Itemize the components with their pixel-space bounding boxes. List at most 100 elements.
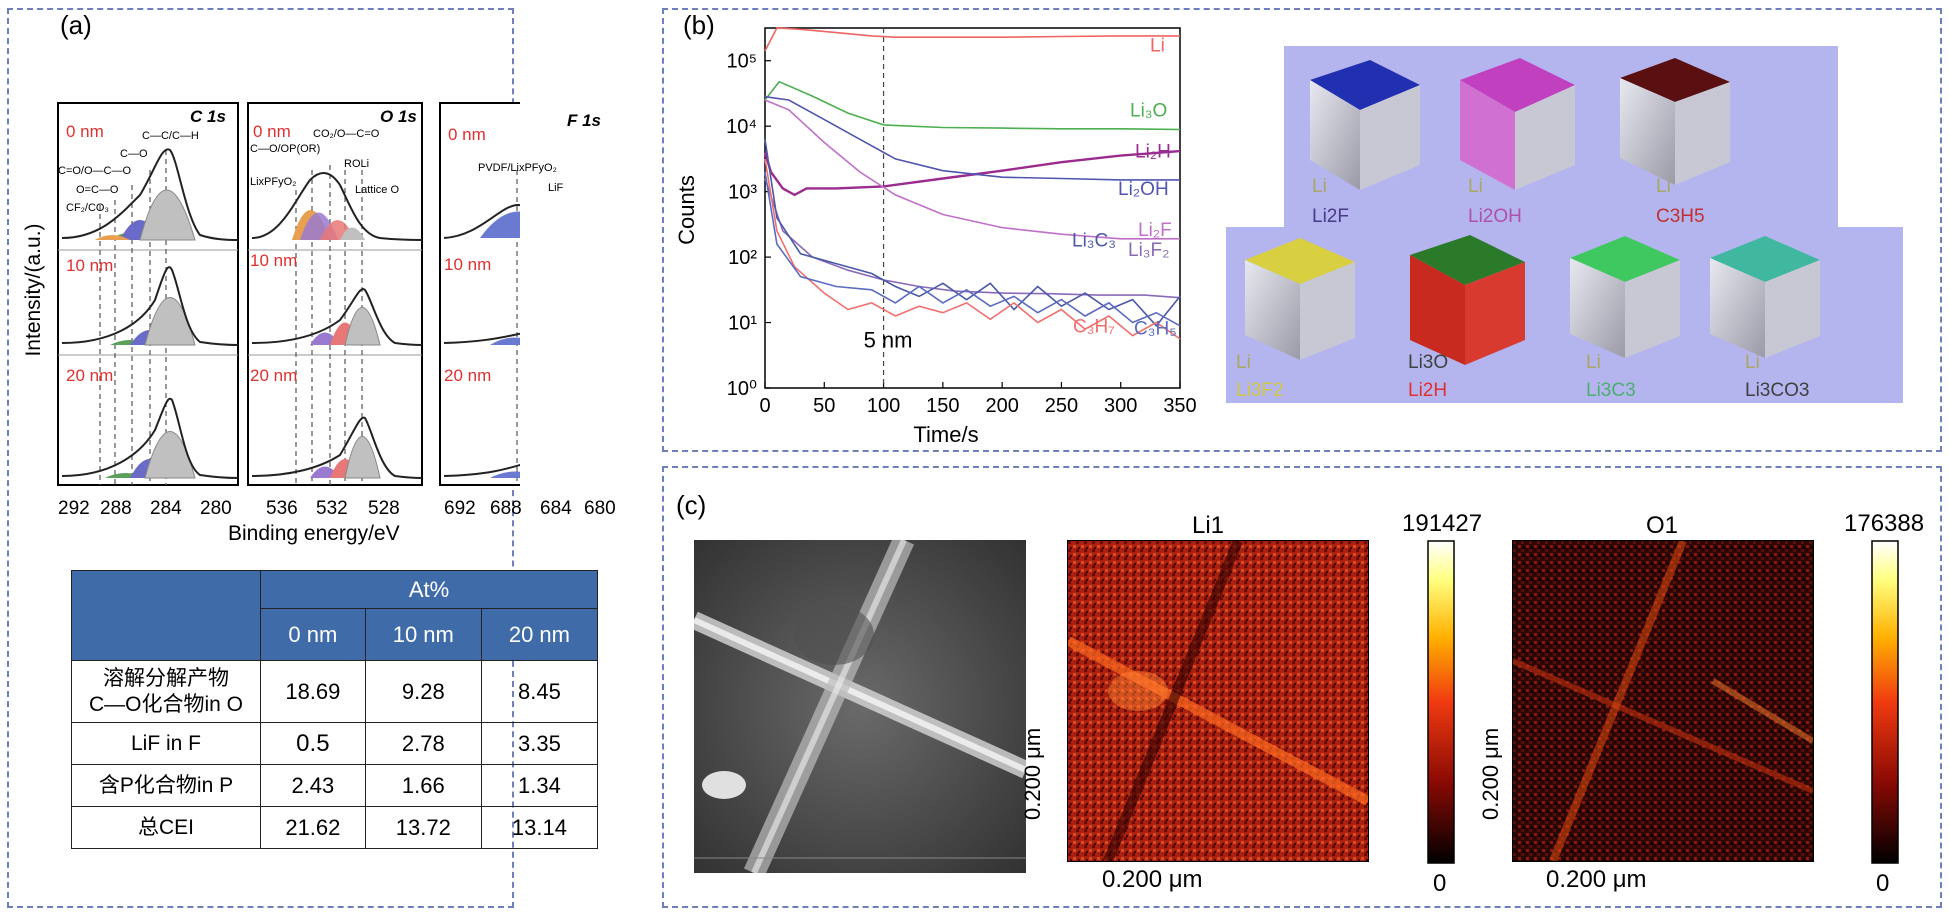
c1s-depth-20: 20 nm <box>66 366 114 385</box>
cube-label-li3f2: Li3F2 <box>1236 380 1284 401</box>
li1-colorbar-min: 0 <box>1433 870 1447 897</box>
f1s-tick: 680 <box>584 498 616 519</box>
c1s-depth-10: 10 nm <box>66 256 114 275</box>
table-column-header: 10 nm <box>364 608 482 661</box>
o1s-annotation: ROLi <box>344 158 370 170</box>
y-tick-label: 10⁴ <box>726 116 757 138</box>
f1s-depth-0: 0 nm <box>448 125 486 144</box>
series-label-Li: Li <box>1150 36 1165 57</box>
panel-b-frame <box>662 8 1942 452</box>
c1s-frame <box>57 102 239 486</box>
table-row-label: LiF in F <box>71 722 261 765</box>
chart-plot-frame <box>764 27 1181 389</box>
xps-spectra-figure: Intensity/(a.u.) <box>22 102 520 486</box>
chart-x-label: Time/s <box>913 422 978 447</box>
table-cell: 2.43 <box>260 764 366 807</box>
series-line-Li₃O <box>764 80 1181 131</box>
series-label-Li₃O: Li₃O <box>1130 100 1167 121</box>
o1-side-scale: 0.200 μm <box>1478 727 1503 820</box>
cube-label-li2oh: Li2OH <box>1468 206 1522 227</box>
c1s-annotation: C=O/O—C—O <box>58 165 132 177</box>
series-line-Li₂H <box>763 149 1181 197</box>
o1s-tick: 528 <box>368 498 400 519</box>
series-line-Li₂OH <box>764 95 1180 181</box>
table-row: 总CEI 21.62 13.72 13.14 <box>71 806 599 849</box>
table-column-header: 20 nm <box>480 608 599 661</box>
f1s-tick: 684 <box>540 498 572 519</box>
cube-li2f <box>1310 60 1420 190</box>
series-line-C₃H₅ <box>764 171 1181 327</box>
cube-label-li2f: Li2F <box>1312 206 1349 227</box>
table-cell: 21.62 <box>260 806 366 849</box>
o1-scale-bar: 0.200 μm <box>1546 866 1647 893</box>
o1-colorbar-max: 176388 <box>1844 510 1925 537</box>
o1s-depth-10: 10 nm <box>250 251 298 270</box>
x-tick-label: 300 <box>1104 395 1137 417</box>
c1s-tick: 284 <box>150 498 182 519</box>
o1s-tick: 532 <box>316 498 348 519</box>
c1s-tick: 292 <box>58 498 90 519</box>
panel-a-label: (a) <box>60 10 92 40</box>
c1s-annotation: C—C/C—H <box>142 130 199 142</box>
li1-colorbar-max: 191427 <box>1402 510 1483 537</box>
y-tick-label: 10⁰ <box>727 378 757 400</box>
tof-sims-depth-profile-chart: Counts Time/s 0 50 100 150 200 250 300 350 10⁰ 10… <box>674 27 1197 447</box>
cube-li2h <box>1410 235 1525 365</box>
li1-colorbar <box>1427 540 1455 864</box>
c1s-annotation: CF₂/CO₃ <box>66 202 109 214</box>
x-tick-label: 350 <box>1163 395 1196 417</box>
series-label-Li₂H: Li₂H <box>1135 142 1171 163</box>
cube-li3f2 <box>1245 238 1355 360</box>
sem-image <box>694 540 1026 873</box>
series-label-C₃H₇: C₃H₇ <box>1073 316 1115 337</box>
xps-x-axis-label: Binding energy/eV <box>228 522 400 545</box>
f1s-tick: 692 <box>444 498 476 519</box>
f1s-annotation: PVDF/LixPFyO₂ <box>478 162 557 174</box>
series-line-Li₂F <box>764 99 1180 240</box>
x-tick-label: 150 <box>926 395 959 417</box>
c1s-annotation: O=C—O <box>76 184 119 196</box>
y-tick-label: 10³ <box>728 182 757 204</box>
table-group-header: At% <box>260 570 598 609</box>
c1s-title: C 1s <box>190 107 226 126</box>
table-cell: 9.28 <box>364 660 482 723</box>
series-line-Li₃F₂ <box>764 178 1181 299</box>
f1s-tick: 688 <box>490 498 522 519</box>
panel-c-frame <box>662 466 1942 908</box>
x-tick-label: 0 <box>759 395 770 417</box>
c1s-tick: 288 <box>100 498 132 519</box>
table-corner <box>71 570 261 661</box>
cube-label-li: Li <box>1656 176 1671 197</box>
cube-label-li3co3: Li3CO3 <box>1745 380 1810 401</box>
f1s-depth-20: 20 nm <box>444 366 492 385</box>
o1-colorbar-min: 0 <box>1876 870 1890 897</box>
f1s-annotation: LiF <box>548 182 564 194</box>
depth-marker-label: 5 nm <box>864 327 913 352</box>
li1-side-scale: 0.200 μm <box>1020 727 1045 820</box>
f1s-depth-10: 10 nm <box>444 255 492 274</box>
o1s-tick: 536 <box>266 498 298 519</box>
table-cell: 1.34 <box>480 764 599 807</box>
o1s-annotation: CO₂/O—C=O <box>313 128 380 140</box>
o1s-depth-0: 0 nm <box>253 122 291 141</box>
o1s-annotation: Lattice O <box>355 184 400 196</box>
table-row: 溶解分解产物 C—O化合物in O 18.69 9.28 8.45 <box>71 660 599 723</box>
o1-map <box>1512 540 1814 862</box>
cube-label-c3h5: C3H5 <box>1656 206 1705 227</box>
cube-label-li: Li <box>1236 352 1251 373</box>
li1-map <box>1067 540 1369 862</box>
table-row-label: 总CEI <box>71 806 261 849</box>
chart-y-label: Counts <box>674 175 699 245</box>
xps-y-axis-label: Intensity/(a.u.) <box>22 223 45 356</box>
cube-label-li: Li <box>1468 176 1483 197</box>
li1-map-title: Li1 <box>1191 512 1225 539</box>
cube-label-li3o: Li3O <box>1408 352 1449 373</box>
c1s-depth-0: 0 nm <box>66 122 104 141</box>
series-line-Li <box>764 27 1180 52</box>
table-cell: 2.78 <box>364 722 482 765</box>
cube-label-li2h: Li2H <box>1408 380 1448 401</box>
table-row-label: 含P化合物in P <box>71 764 261 807</box>
cube-label-li3c3: Li3C3 <box>1586 380 1636 401</box>
series-label-Li₂OH: Li₂OH <box>1118 179 1169 200</box>
panel-b-label: (b) <box>683 10 715 40</box>
